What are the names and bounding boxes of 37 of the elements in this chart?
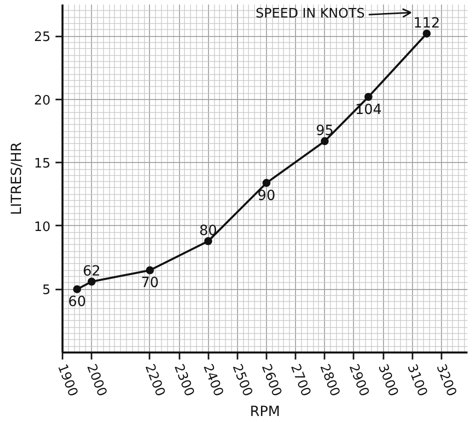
annotation: SPEED IN KNOTS	[256, 6, 365, 22]
y-tick-label: 5	[42, 283, 51, 298]
x-tick-label: 2000	[83, 362, 110, 399]
y-axis-title: LITRES/HR	[8, 142, 25, 215]
x-axis-title: RPM	[250, 404, 280, 420]
annotation: 112	[413, 16, 440, 32]
x-tick-label: 2800	[316, 362, 342, 399]
annotation: 104	[355, 102, 382, 118]
x-tick-label: 2600	[258, 362, 284, 399]
x-tick-label: 3100	[404, 362, 430, 399]
y-tick-label: 15	[34, 156, 51, 172]
x-tick-label: 2200	[142, 362, 168, 399]
y-tick-label: 25	[34, 30, 51, 46]
point	[204, 237, 212, 246]
y-tick-label: 10	[34, 220, 51, 235]
point	[88, 278, 96, 286]
annotation: 90	[258, 188, 276, 204]
x-tick-label: 3000	[374, 362, 401, 399]
annotation: 62	[82, 264, 101, 280]
point	[320, 137, 329, 146]
x-tick-label: 2400	[200, 362, 226, 399]
x-tick-label: 2500	[228, 362, 255, 399]
annotation: 60	[68, 294, 86, 310]
annotation: 70	[141, 275, 159, 292]
x-tick-label: 2300	[170, 362, 197, 399]
annotation: 95	[316, 123, 334, 140]
point	[422, 30, 431, 38]
x-tick-label: 2900	[345, 362, 372, 399]
x-tick-label: 1900	[54, 362, 80, 399]
x-tick-label: 2700	[287, 362, 314, 399]
y-tick-label: 20	[34, 93, 51, 108]
x-tick-label: 3200	[432, 362, 459, 399]
annotation: 80	[199, 223, 218, 240]
point	[146, 266, 154, 274]
point	[364, 92, 372, 101]
point	[73, 285, 82, 294]
point	[262, 178, 270, 187]
